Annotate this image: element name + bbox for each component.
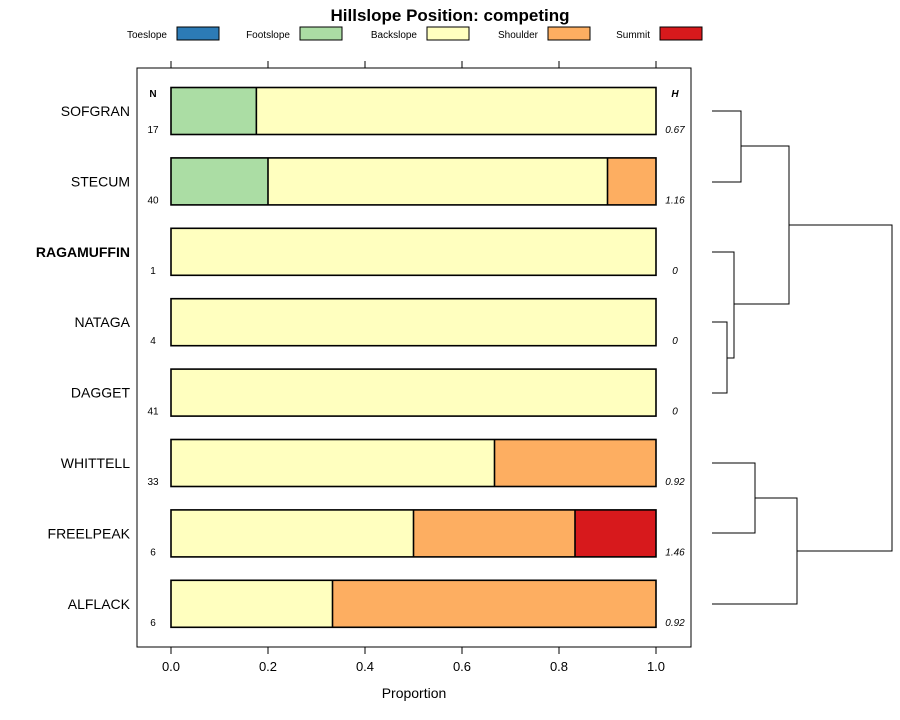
n-value: 6 xyxy=(150,618,156,629)
row-stecum: STECUM 40 1.16 xyxy=(71,157,685,206)
row-whittell: WHITTELL 33 0.92 xyxy=(61,438,685,488)
h-value: 0 xyxy=(672,407,678,418)
h-value: 0.67 xyxy=(665,125,685,136)
h-value: 0 xyxy=(672,266,678,277)
n-value: 41 xyxy=(147,407,159,418)
dendro-link-ragamuffin-group xyxy=(712,251,735,359)
category-label: NATAGA xyxy=(75,314,131,330)
x-tick-label: 0.6 xyxy=(453,659,471,674)
h-header: H xyxy=(671,89,679,100)
x-tick-label: 1.0 xyxy=(647,659,665,674)
h-value: 0.92 xyxy=(665,477,685,488)
x-tick-label: 0.2 xyxy=(259,659,277,674)
legend: Toeslope Footslope Backslope Shoulder Summit xyxy=(127,26,703,41)
bar-segment-summit xyxy=(575,509,656,557)
n-value: 17 xyxy=(147,125,159,136)
bar-outline xyxy=(170,86,657,136)
plot-frame xyxy=(136,67,692,648)
n-value: 1 xyxy=(150,266,156,277)
x-tick-label: 0.0 xyxy=(162,659,180,674)
dendro-link-nataga-dagget xyxy=(712,321,728,394)
bar-segment-backslope xyxy=(256,87,656,135)
legend-swatch-shoulder xyxy=(547,26,591,41)
row-dagget: DAGGET 41 0 xyxy=(71,368,678,418)
bar-outline xyxy=(170,509,657,558)
bar-outline xyxy=(170,579,657,629)
category-label: WHITTELL xyxy=(61,455,130,471)
h-value: 0 xyxy=(672,336,678,347)
bar-segment-shoulder xyxy=(332,580,656,628)
dendro-link-upper-merge xyxy=(734,145,790,305)
n-value: 4 xyxy=(150,336,156,347)
bar-segment-backslope xyxy=(171,228,656,276)
category-label: FREELPEAK xyxy=(48,525,131,541)
bar-segment-backslope xyxy=(171,298,656,346)
x-axis: 0.0 0.2 0.4 0.6 0.8 1.0 xyxy=(162,61,665,674)
bar-segment-shoulder xyxy=(607,157,656,205)
bar-segment-backslope xyxy=(171,439,495,487)
legend-swatch-summit xyxy=(659,26,703,41)
dendrogram xyxy=(712,110,893,605)
legend-label-backslope: Backslope xyxy=(371,30,418,41)
n-value: 6 xyxy=(150,547,156,558)
legend-swatch-backslope xyxy=(426,26,470,41)
bar-segment-backslope xyxy=(268,157,608,205)
category-label: RAGAMUFFIN xyxy=(36,244,130,260)
bar-segment-shoulder xyxy=(413,509,576,557)
n-value: 33 xyxy=(147,477,159,488)
bar-segment-backslope xyxy=(171,369,656,417)
category-label: SOFGRAN xyxy=(61,103,130,119)
legend-swatch-toeslope xyxy=(176,26,220,41)
row-sofgran: SOFGRAN 17 0.67 xyxy=(61,86,685,136)
dendro-link-root xyxy=(789,224,893,552)
x-axis-title: Proportion xyxy=(382,685,447,701)
legend-swatch-footslope xyxy=(299,26,343,41)
n-value: 40 xyxy=(147,195,159,206)
bar-outline xyxy=(170,227,657,277)
dendro-link-sofgran-stecum xyxy=(712,110,742,183)
dendro-link-whittell-freelpeak xyxy=(712,462,756,534)
legend-label-shoulder: Shoulder xyxy=(498,30,539,41)
h-value: 1.46 xyxy=(665,547,685,558)
category-label: STECUM xyxy=(71,173,130,189)
bar-outline xyxy=(170,297,657,347)
bar-outline xyxy=(170,368,657,417)
row-ragamuffin: RAGAMUFFIN 1 0 xyxy=(36,227,678,277)
x-tick-label: 0.8 xyxy=(550,659,568,674)
bar-segment-backslope xyxy=(171,580,333,628)
x-tick-label: 0.4 xyxy=(356,659,374,674)
row-nataga: NATAGA 4 0 xyxy=(75,297,678,347)
bar-outline xyxy=(170,438,657,488)
n-header: N xyxy=(149,89,156,100)
category-label: ALFLACK xyxy=(68,596,131,612)
bar-outline xyxy=(170,157,657,206)
legend-label-summit: Summit xyxy=(616,30,650,41)
legend-label-footslope: Footslope xyxy=(246,30,290,41)
h-value: 1.16 xyxy=(665,195,685,206)
bar-segment-shoulder xyxy=(494,439,656,487)
row-alflack: ALFLACK 6 0.92 xyxy=(68,579,685,629)
category-label: DAGGET xyxy=(71,385,131,401)
bar-segment-footslope xyxy=(171,87,257,135)
h-value: 0.92 xyxy=(665,618,685,629)
bar-segment-footslope xyxy=(171,157,268,205)
legend-label-toeslope: Toeslope xyxy=(127,30,167,41)
bar-segment-backslope xyxy=(171,509,414,557)
chart-title: Hillslope Position: competing xyxy=(331,6,570,25)
row-freelpeak: FREELPEAK 6 1.46 xyxy=(48,509,685,558)
